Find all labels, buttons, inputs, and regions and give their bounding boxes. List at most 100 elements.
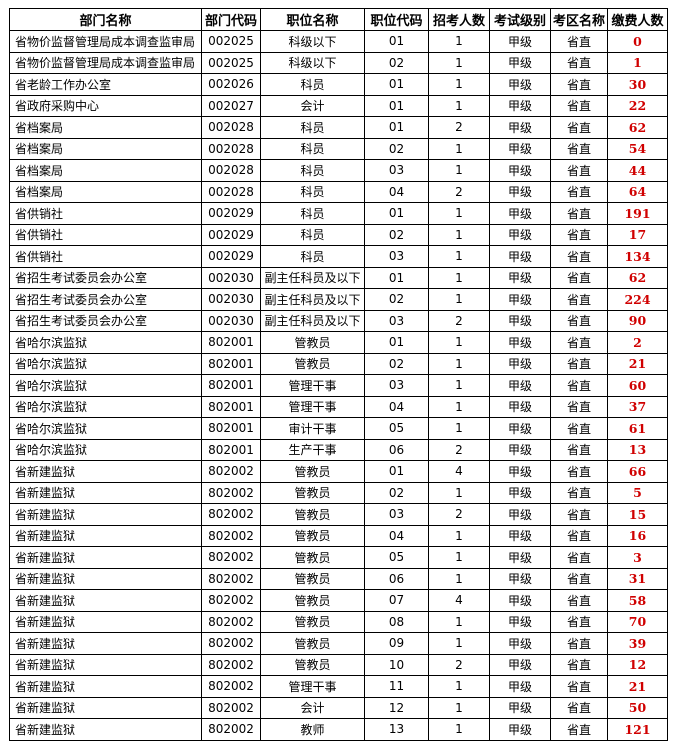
cell-recruit-count: 1 xyxy=(428,696,490,719)
cell-recruit-count: 2 xyxy=(428,503,490,526)
table-row: 省招生考试委员会办公室 002030 副主任科员及以下 01 1 甲级 省直 62 xyxy=(9,266,668,289)
cell-paid-count: 62 xyxy=(607,116,668,139)
table-row: 省新建监狱 802002 教师 13 1 甲级 省直 121 xyxy=(9,718,668,741)
cell-exam-area: 省直 xyxy=(550,266,608,289)
cell-department-code: 002025 xyxy=(201,30,261,53)
table-row: 省新建监狱 802002 会计 12 1 甲级 省直 50 xyxy=(9,696,668,719)
cell-position-name: 生产干事 xyxy=(260,438,365,461)
cell-position-code: 01 xyxy=(364,116,429,139)
cell-paid-count: 5 xyxy=(607,481,668,504)
cell-department-name: 省新建监狱 xyxy=(9,718,202,741)
cell-exam-area: 省直 xyxy=(550,460,608,483)
cell-position-name: 管教员 xyxy=(260,503,365,526)
cell-department-name: 省档案局 xyxy=(9,137,202,160)
cell-exam-area: 省直 xyxy=(550,51,608,74)
table-row: 省老龄工作办公室 002026 科员 01 1 甲级 省直 30 xyxy=(9,73,668,96)
header-exam-area: 考区名称 xyxy=(550,8,608,31)
table-row: 省新建监狱 802002 管理干事 11 1 甲级 省直 21 xyxy=(9,675,668,698)
cell-recruit-count: 1 xyxy=(428,137,490,160)
cell-exam-level: 甲级 xyxy=(489,567,551,590)
cell-position-code: 03 xyxy=(364,309,429,332)
cell-recruit-count: 1 xyxy=(428,245,490,268)
cell-position-name: 副主任科员及以下 xyxy=(260,266,365,289)
table-row: 省供销社 002029 科员 01 1 甲级 省直 191 xyxy=(9,202,668,225)
cell-position-code: 03 xyxy=(364,503,429,526)
cell-department-code: 802002 xyxy=(201,546,261,569)
cell-position-name: 副主任科员及以下 xyxy=(260,288,365,311)
cell-department-name: 省新建监狱 xyxy=(9,546,202,569)
cell-exam-area: 省直 xyxy=(550,546,608,569)
cell-paid-count: 58 xyxy=(607,589,668,612)
cell-department-name: 省新建监狱 xyxy=(9,460,202,483)
cell-paid-count: 0 xyxy=(607,30,668,53)
cell-exam-area: 省直 xyxy=(550,374,608,397)
cell-recruit-count: 1 xyxy=(428,94,490,117)
cell-exam-level: 甲级 xyxy=(489,481,551,504)
cell-department-name: 省新建监狱 xyxy=(9,610,202,633)
cell-exam-area: 省直 xyxy=(550,395,608,418)
cell-department-name: 省哈尔滨监狱 xyxy=(9,352,202,375)
cell-position-name: 科级以下 xyxy=(260,30,365,53)
cell-exam-area: 省直 xyxy=(550,180,608,203)
cell-exam-level: 甲级 xyxy=(489,180,551,203)
cell-exam-level: 甲级 xyxy=(489,94,551,117)
cell-department-code: 002029 xyxy=(201,223,261,246)
cell-exam-level: 甲级 xyxy=(489,223,551,246)
cell-department-name: 省招生考试委员会办公室 xyxy=(9,309,202,332)
cell-position-name: 审计干事 xyxy=(260,417,365,440)
cell-recruit-count: 2 xyxy=(428,180,490,203)
cell-department-code: 002026 xyxy=(201,73,261,96)
cell-department-name: 省供销社 xyxy=(9,223,202,246)
cell-paid-count: 13 xyxy=(607,438,668,461)
cell-exam-area: 省直 xyxy=(550,696,608,719)
cell-paid-count: 39 xyxy=(607,632,668,655)
cell-department-name: 省供销社 xyxy=(9,245,202,268)
cell-exam-level: 甲级 xyxy=(489,202,551,225)
cell-recruit-count: 1 xyxy=(428,288,490,311)
cell-position-code: 09 xyxy=(364,632,429,655)
table-row: 省档案局 002028 科员 02 1 甲级 省直 54 xyxy=(9,137,668,160)
cell-department-name: 省招生考试委员会办公室 xyxy=(9,288,202,311)
cell-exam-level: 甲级 xyxy=(489,245,551,268)
cell-exam-level: 甲级 xyxy=(489,352,551,375)
cell-position-code: 04 xyxy=(364,524,429,547)
table-row: 省招生考试委员会办公室 002030 副主任科员及以下 03 2 甲级 省直 90 xyxy=(9,309,668,332)
cell-position-code: 11 xyxy=(364,675,429,698)
cell-position-name: 管教员 xyxy=(260,589,365,612)
cell-position-code: 06 xyxy=(364,567,429,590)
cell-position-code: 01 xyxy=(364,202,429,225)
cell-position-name: 管教员 xyxy=(260,460,365,483)
cell-exam-area: 省直 xyxy=(550,30,608,53)
cell-position-code: 01 xyxy=(364,460,429,483)
cell-exam-area: 省直 xyxy=(550,417,608,440)
cell-exam-area: 省直 xyxy=(550,137,608,160)
cell-department-code: 002030 xyxy=(201,266,261,289)
cell-department-code: 802002 xyxy=(201,567,261,590)
cell-department-code: 802002 xyxy=(201,632,261,655)
cell-position-name: 科员 xyxy=(260,223,365,246)
cell-position-name: 副主任科员及以下 xyxy=(260,309,365,332)
cell-exam-area: 省直 xyxy=(550,223,608,246)
cell-recruit-count: 1 xyxy=(428,159,490,182)
cell-recruit-count: 1 xyxy=(428,374,490,397)
cell-position-code: 02 xyxy=(364,352,429,375)
cell-exam-level: 甲级 xyxy=(489,288,551,311)
table-row: 省新建监狱 802002 管教员 07 4 甲级 省直 58 xyxy=(9,589,668,612)
table-row: 省政府采购中心 002027 会计 01 1 甲级 省直 22 xyxy=(9,94,668,117)
cell-paid-count: 60 xyxy=(607,374,668,397)
cell-recruit-count: 1 xyxy=(428,73,490,96)
cell-exam-area: 省直 xyxy=(550,567,608,590)
cell-department-name: 省招生考试委员会办公室 xyxy=(9,266,202,289)
cell-exam-area: 省直 xyxy=(550,73,608,96)
cell-department-name: 省哈尔滨监狱 xyxy=(9,417,202,440)
cell-exam-area: 省直 xyxy=(550,503,608,526)
cell-position-name: 教师 xyxy=(260,718,365,741)
cell-exam-level: 甲级 xyxy=(489,30,551,53)
cell-position-code: 03 xyxy=(364,245,429,268)
cell-position-name: 管教员 xyxy=(260,567,365,590)
cell-department-name: 省新建监狱 xyxy=(9,481,202,504)
cell-position-name: 科员 xyxy=(260,73,365,96)
cell-position-name: 管教员 xyxy=(260,610,365,633)
cell-exam-level: 甲级 xyxy=(489,417,551,440)
cell-recruit-count: 1 xyxy=(428,718,490,741)
